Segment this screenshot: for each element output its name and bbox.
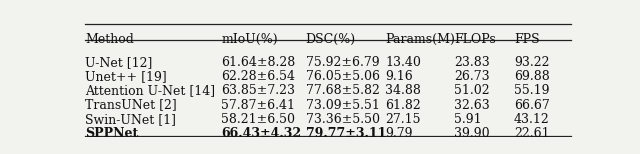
Text: 51.02: 51.02 — [454, 84, 490, 97]
Text: 9.79: 9.79 — [385, 127, 413, 140]
Text: Method: Method — [85, 33, 134, 46]
Text: 61.64±8.28: 61.64±8.28 — [221, 56, 296, 69]
Text: 93.22: 93.22 — [514, 56, 550, 69]
Text: 26.73: 26.73 — [454, 70, 490, 83]
Text: 57.87±6.41: 57.87±6.41 — [221, 99, 296, 111]
Text: 79.77±3.11: 79.77±3.11 — [306, 127, 386, 140]
Text: 22.61: 22.61 — [514, 127, 550, 140]
Text: 63.85±7.23: 63.85±7.23 — [221, 84, 296, 97]
Text: Unet++ [19]: Unet++ [19] — [85, 70, 166, 83]
Text: mIoU(%): mIoU(%) — [221, 33, 278, 46]
Text: U-Net [12]: U-Net [12] — [85, 56, 152, 69]
Text: 34.88: 34.88 — [385, 84, 421, 97]
Text: 77.68±5.82: 77.68±5.82 — [306, 84, 380, 97]
Text: 13.40: 13.40 — [385, 56, 421, 69]
Text: 66.67: 66.67 — [514, 99, 550, 111]
Text: SPPNet: SPPNet — [85, 127, 138, 140]
Text: Params(M): Params(M) — [385, 33, 455, 46]
Text: TransUNet [2]: TransUNet [2] — [85, 99, 177, 111]
Text: 73.36±5.50: 73.36±5.50 — [306, 113, 380, 126]
Text: 23.83: 23.83 — [454, 56, 490, 69]
Text: FLOPs: FLOPs — [454, 33, 496, 46]
Text: 58.21±6.50: 58.21±6.50 — [221, 113, 296, 126]
Text: 5.91: 5.91 — [454, 113, 482, 126]
Text: 76.05±5.06: 76.05±5.06 — [306, 70, 380, 83]
Text: Attention U-Net [14]: Attention U-Net [14] — [85, 84, 215, 97]
Text: 62.28±6.54: 62.28±6.54 — [221, 70, 296, 83]
Text: 32.63: 32.63 — [454, 99, 490, 111]
Text: 75.92±6.79: 75.92±6.79 — [306, 56, 380, 69]
Text: 39.90: 39.90 — [454, 127, 490, 140]
Text: 69.88: 69.88 — [514, 70, 550, 83]
Text: FPS: FPS — [514, 33, 540, 46]
Text: 66.43±4.32: 66.43±4.32 — [221, 127, 301, 140]
Text: 27.15: 27.15 — [385, 113, 420, 126]
Text: 73.09±5.51: 73.09±5.51 — [306, 99, 380, 111]
Text: 9.16: 9.16 — [385, 70, 413, 83]
Text: DSC(%): DSC(%) — [306, 33, 356, 46]
Text: 55.19: 55.19 — [514, 84, 550, 97]
Text: Swin-UNet [1]: Swin-UNet [1] — [85, 113, 176, 126]
Text: 43.12: 43.12 — [514, 113, 550, 126]
Text: 61.82: 61.82 — [385, 99, 420, 111]
